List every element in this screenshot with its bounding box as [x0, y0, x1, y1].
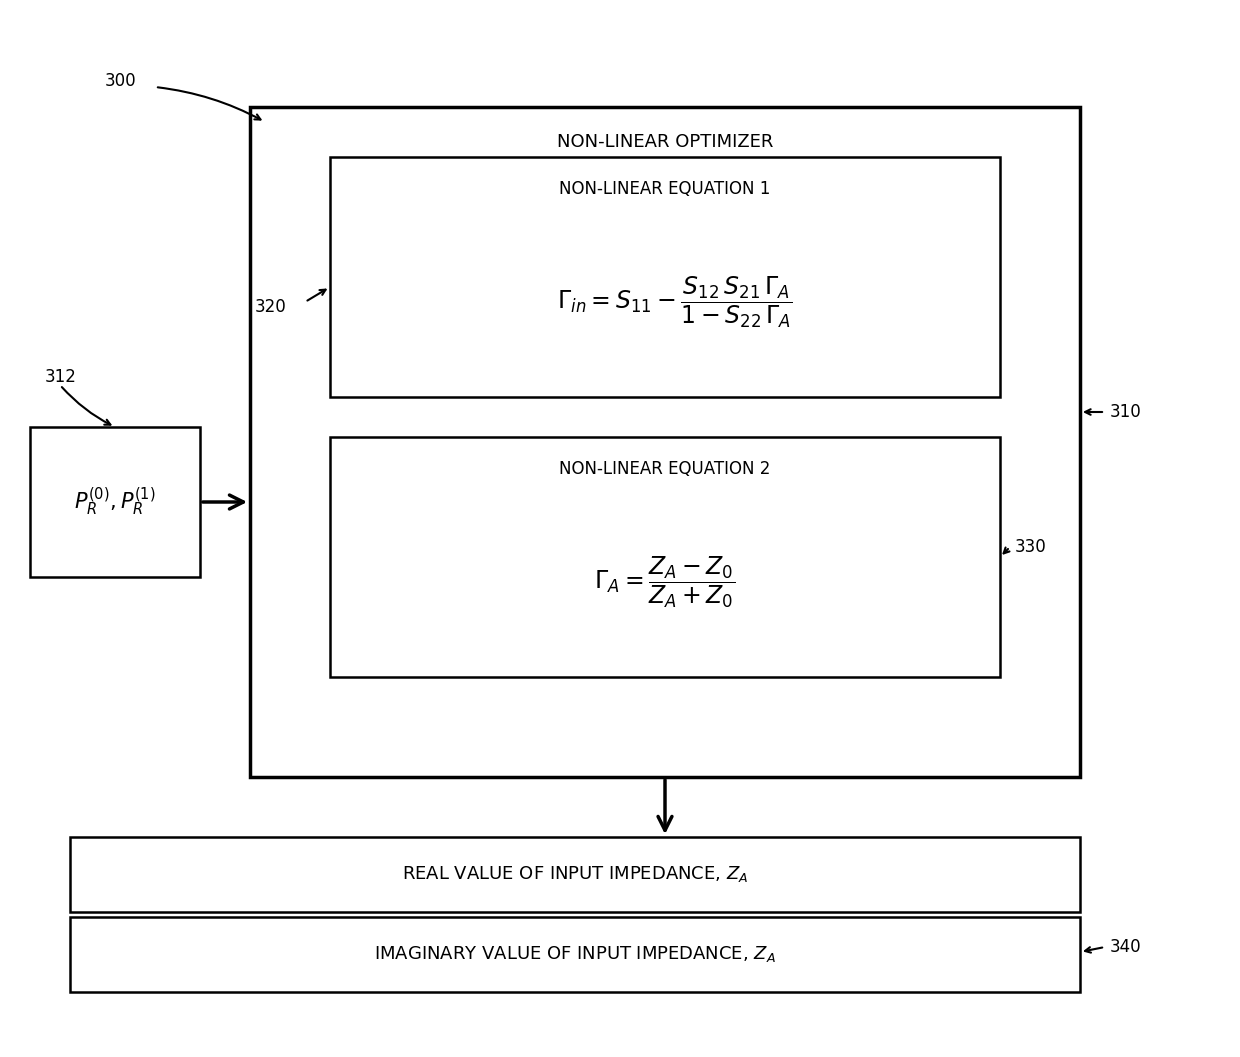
Text: REAL VALUE OF INPUT IMPEDANCE, $Z_A$: REAL VALUE OF INPUT IMPEDANCE, $Z_A$ [402, 865, 748, 885]
Text: NON-LINEAR OPTIMIZER: NON-LINEAR OPTIMIZER [557, 133, 774, 151]
Text: IMAGINARY VALUE OF INPUT IMPEDANCE, $Z_A$: IMAGINARY VALUE OF INPUT IMPEDANCE, $Z_A… [374, 945, 776, 964]
Text: $\Gamma_{in} = S_{11} - \dfrac{S_{12}\,S_{21}\,\Gamma_A}{1 - S_{22}\,\Gamma_A}$: $\Gamma_{in} = S_{11} - \dfrac{S_{12}\,S… [557, 274, 792, 330]
Text: $P_R^{(0)},P_R^{(1)}$: $P_R^{(0)},P_R^{(1)}$ [74, 485, 156, 518]
Text: 310: 310 [1110, 403, 1142, 421]
FancyBboxPatch shape [69, 917, 1080, 993]
Text: 330: 330 [1016, 538, 1047, 556]
Text: 340: 340 [1110, 938, 1142, 956]
Text: 320: 320 [255, 298, 286, 316]
Text: $\Gamma_A = \dfrac{Z_A - Z_0}{Z_A + Z_0}$: $\Gamma_A = \dfrac{Z_A - Z_0}{Z_A + Z_0}… [594, 554, 735, 610]
Text: NON-LINEAR EQUATION 2: NON-LINEAR EQUATION 2 [559, 460, 771, 478]
FancyBboxPatch shape [330, 437, 999, 676]
FancyBboxPatch shape [30, 427, 200, 577]
Text: NON-LINEAR EQUATION 1: NON-LINEAR EQUATION 1 [559, 180, 771, 198]
FancyBboxPatch shape [330, 157, 999, 397]
FancyBboxPatch shape [69, 837, 1080, 912]
Text: 312: 312 [45, 368, 77, 386]
FancyBboxPatch shape [250, 107, 1080, 777]
Text: 300: 300 [105, 72, 136, 90]
